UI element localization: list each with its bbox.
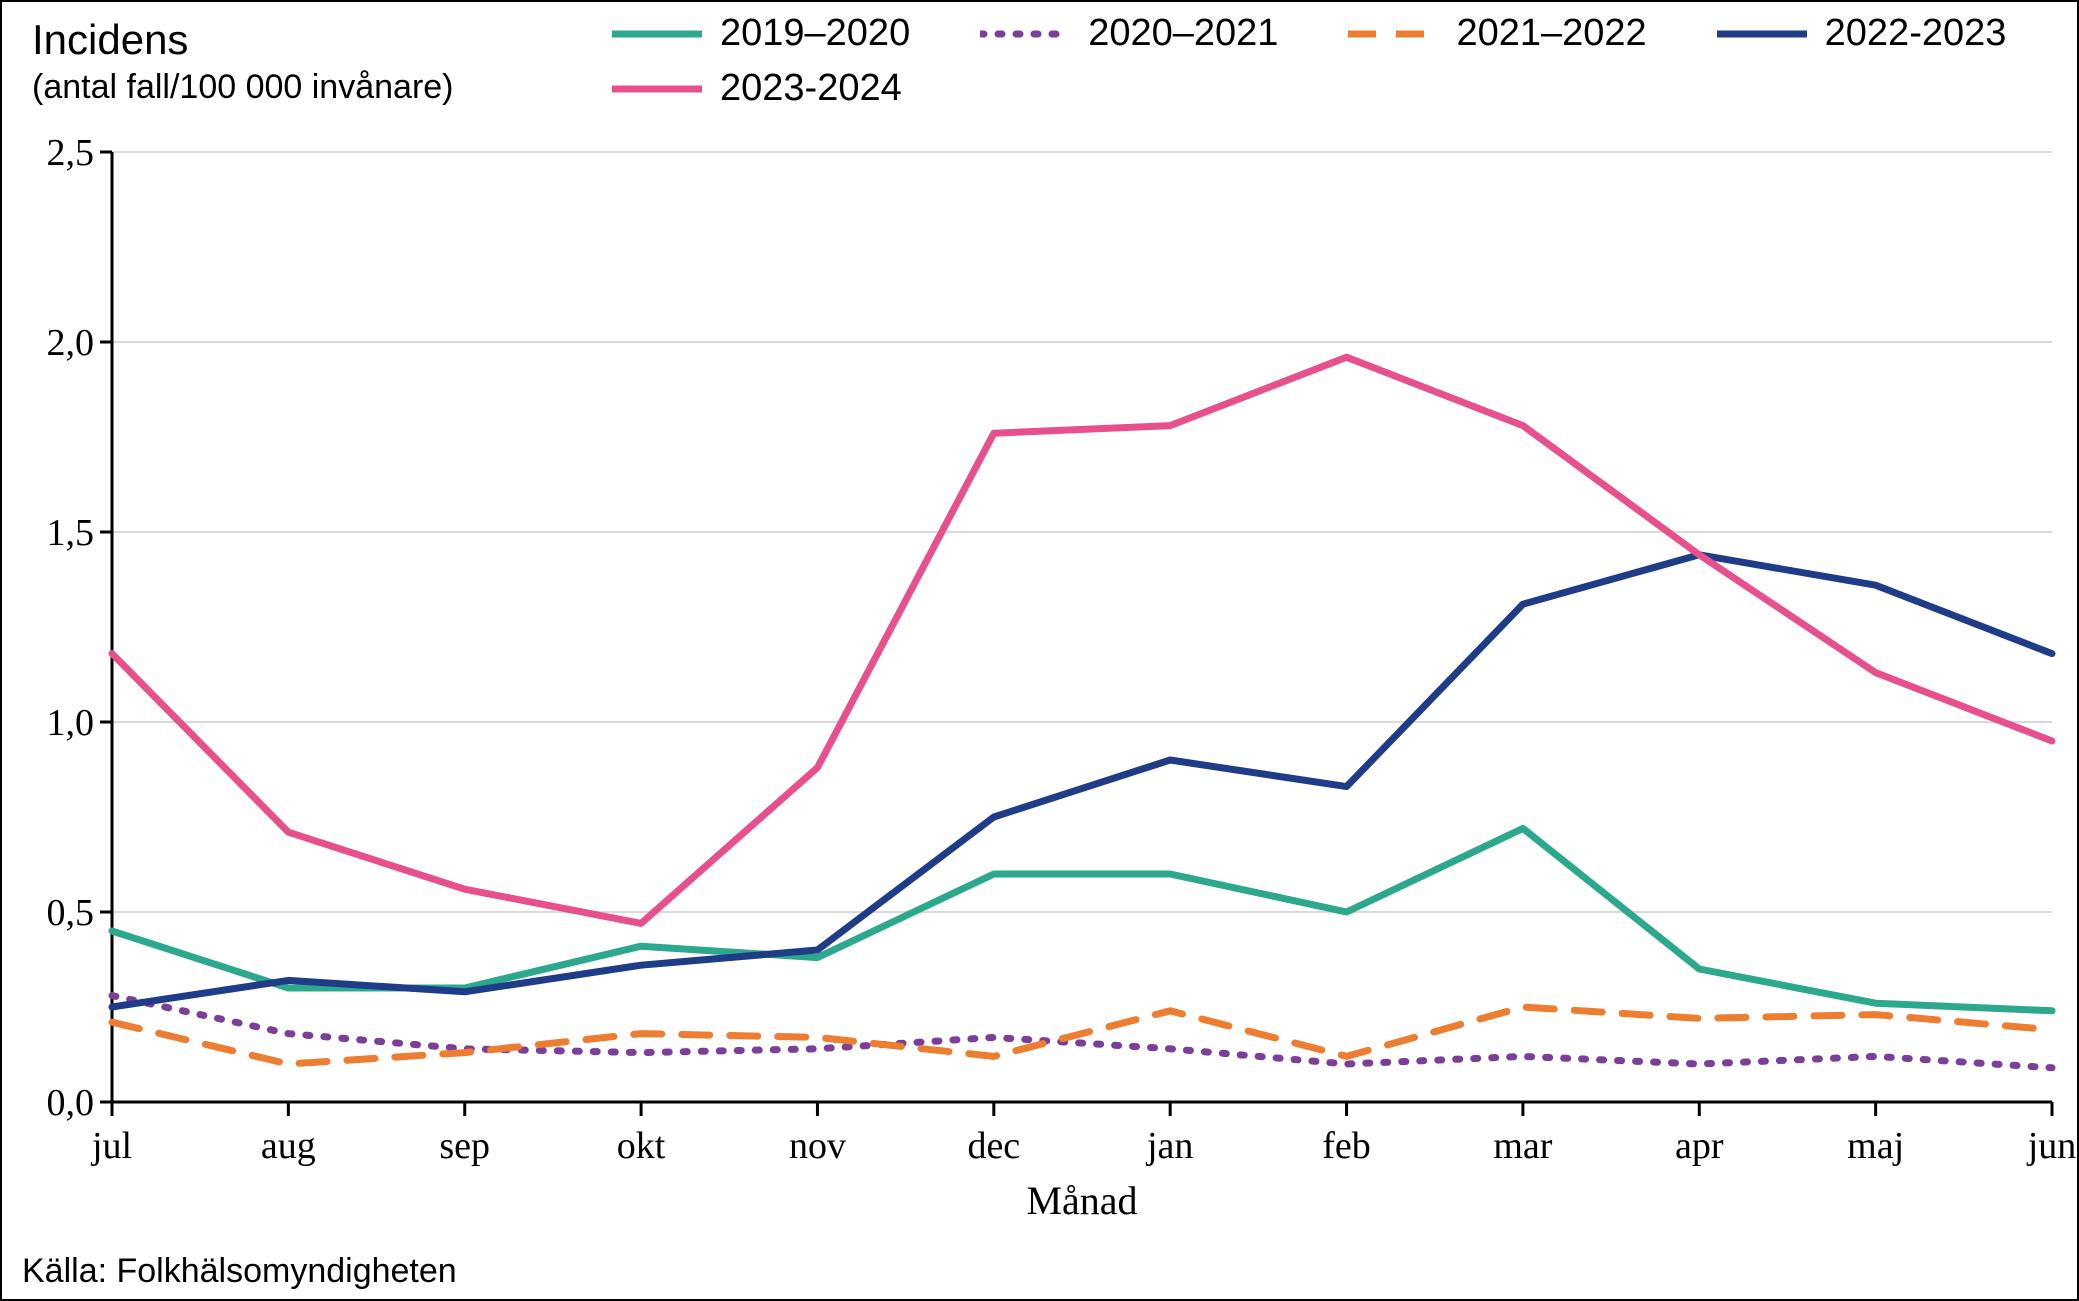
svg-text:2,0: 2,0 <box>47 322 95 364</box>
svg-text:jan: jan <box>1145 1125 1193 1167</box>
source-text: Källa: Folkhälsomyndigheten <box>22 1252 457 1291</box>
svg-text:1,0: 1,0 <box>47 702 95 744</box>
svg-text:0,5: 0,5 <box>47 892 95 934</box>
svg-text:0,0: 0,0 <box>47 1082 95 1124</box>
legend-item: 2019–2020 <box>612 12 910 55</box>
svg-text:okt: okt <box>617 1125 666 1167</box>
svg-text:apr: apr <box>1675 1125 1724 1167</box>
svg-text:feb: feb <box>1322 1125 1371 1167</box>
legend-item: 2021–2022 <box>1348 12 1646 55</box>
y-axis-title: Incidens <box>32 16 188 64</box>
legend: 2019–2020 2020–2021 2021–2022 2022-2023 2023… <box>612 12 2057 110</box>
legend-label: 2019–2020 <box>720 12 910 55</box>
legend-label: 2021–2022 <box>1456 12 1646 55</box>
legend-item: 2020–2021 <box>980 12 1278 55</box>
legend-label: 2023-2024 <box>720 67 902 110</box>
y-axis-subtitle: (antal fall/100 000 invånare) <box>32 68 454 107</box>
legend-item: 2023-2024 <box>612 67 902 110</box>
svg-text:1,5: 1,5 <box>47 512 95 554</box>
svg-text:Månad: Månad <box>1026 1178 1137 1223</box>
svg-text:aug: aug <box>261 1125 316 1167</box>
plot-area: 0,0 0,5 1,0 1,5 2,0 2,5 jul aug sep okt nov dec jan f… <box>2 2 2077 1299</box>
svg-text:dec: dec <box>967 1125 1020 1167</box>
svg-text:sep: sep <box>439 1125 490 1167</box>
svg-text:2,5: 2,5 <box>47 132 95 174</box>
legend-label: 2022-2023 <box>1825 12 2007 55</box>
svg-text:nov: nov <box>789 1125 846 1167</box>
incidence-line-chart: Incidens (antal fall/100 000 invånare) 2… <box>0 0 2079 1301</box>
svg-text:maj: maj <box>1847 1125 1904 1167</box>
svg-text:mar: mar <box>1493 1125 1552 1167</box>
legend-item: 2022-2023 <box>1717 12 2007 55</box>
svg-text:jul: jul <box>90 1125 132 1167</box>
legend-label: 2020–2021 <box>1088 12 1278 55</box>
svg-text:jun: jun <box>2026 1125 2077 1167</box>
